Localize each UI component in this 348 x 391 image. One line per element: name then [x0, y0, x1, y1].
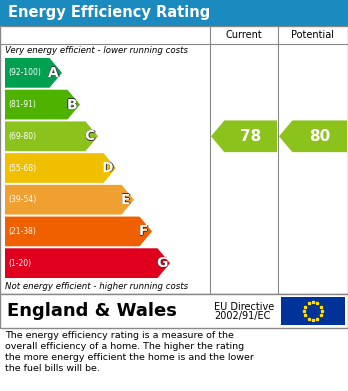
Text: B: B	[67, 98, 78, 111]
Polygon shape	[5, 248, 170, 278]
Polygon shape	[5, 90, 80, 119]
Text: the fuel bills will be.: the fuel bills will be.	[5, 364, 100, 373]
Bar	[0, 0, 348, 26]
Text: D: D	[102, 160, 113, 174]
Text: (81-91): (81-91)	[8, 100, 36, 109]
Text: (21-38): (21-38)	[8, 227, 36, 236]
Text: B: B	[66, 98, 77, 111]
Text: C: C	[85, 129, 95, 143]
Polygon shape	[5, 185, 134, 215]
Text: (1-20): (1-20)	[8, 258, 31, 268]
Text: (39-54): (39-54)	[8, 195, 36, 204]
Text: Energy Efficiency Rating: Energy Efficiency Rating	[8, 5, 210, 20]
Text: E: E	[120, 193, 130, 207]
Text: the more energy efficient the home is and the lower: the more energy efficient the home is an…	[5, 353, 254, 362]
Text: England & Wales: England & Wales	[7, 302, 177, 320]
Text: G: G	[156, 256, 167, 270]
Text: F: F	[139, 224, 149, 239]
Text: A: A	[48, 66, 59, 80]
Text: E: E	[121, 193, 130, 207]
Text: E: E	[121, 193, 131, 207]
Text: EU Directive: EU Directive	[214, 302, 274, 312]
Text: A: A	[48, 65, 59, 79]
Text: C: C	[85, 130, 95, 144]
Text: (92-100): (92-100)	[8, 68, 41, 77]
Text: D: D	[103, 161, 114, 175]
Text: D: D	[102, 161, 113, 175]
Polygon shape	[211, 120, 277, 152]
Text: D: D	[102, 161, 113, 176]
Text: 80: 80	[309, 129, 330, 144]
Bar	[0, 26, 348, 294]
Polygon shape	[5, 153, 116, 183]
Text: A: A	[48, 66, 58, 80]
Text: C: C	[84, 129, 94, 143]
Text: overall efficiency of a home. The higher the rating: overall efficiency of a home. The higher…	[5, 342, 244, 351]
Text: F: F	[139, 225, 149, 239]
Text: G: G	[156, 256, 167, 271]
Text: The energy efficiency rating is a measure of the: The energy efficiency rating is a measur…	[5, 331, 234, 340]
Bar	[0, 294, 348, 328]
Polygon shape	[5, 122, 98, 151]
Text: G: G	[156, 256, 167, 270]
Text: Very energy efficient - lower running costs: Very energy efficient - lower running co…	[5, 46, 188, 55]
Bar	[281, 297, 345, 325]
Text: 78: 78	[240, 129, 261, 144]
Text: C: C	[85, 129, 95, 143]
Text: (55-68): (55-68)	[8, 163, 36, 172]
Text: C: C	[85, 129, 95, 143]
Text: B: B	[66, 97, 77, 111]
Text: Not energy efficient - higher running costs: Not energy efficient - higher running co…	[5, 282, 188, 291]
Text: F: F	[139, 224, 149, 238]
Text: B: B	[66, 98, 77, 111]
Text: A: A	[48, 66, 59, 81]
Polygon shape	[5, 217, 152, 246]
Text: Current: Current	[226, 30, 262, 40]
Text: F: F	[140, 224, 149, 239]
Text: E: E	[121, 193, 130, 207]
Polygon shape	[5, 58, 62, 88]
Text: A: A	[49, 66, 60, 80]
Text: E: E	[121, 192, 130, 206]
Text: G: G	[157, 256, 168, 270]
Text: (69-80): (69-80)	[8, 132, 36, 141]
Text: F: F	[139, 224, 148, 239]
Text: 2002/91/EC: 2002/91/EC	[214, 311, 270, 321]
Polygon shape	[279, 120, 347, 152]
Text: B: B	[66, 98, 77, 112]
Text: Potential: Potential	[292, 30, 334, 40]
Text: D: D	[102, 161, 113, 175]
Text: G: G	[156, 256, 167, 270]
